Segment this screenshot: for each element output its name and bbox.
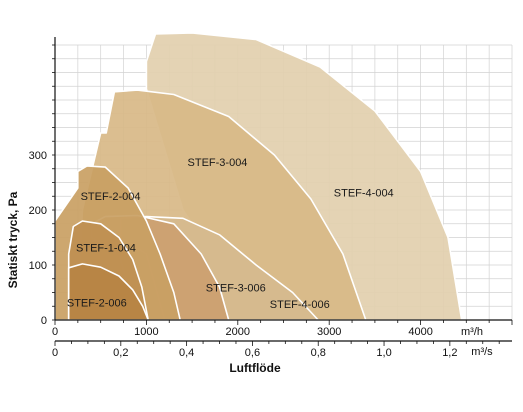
x-bottom-tick-label: 0,8 [311, 347, 326, 359]
region-label-stef-4-004: STEF-4-004 [334, 187, 394, 199]
x-unit-top: m³/h [461, 326, 483, 338]
y-tick-label: 300 [29, 150, 47, 162]
region-label-stef-4-006: STEF-4-006 [270, 299, 330, 311]
region-label-stef-2-006: STEF-2-006 [67, 297, 127, 309]
x-bottom-tick-label: 0,6 [245, 347, 260, 359]
region-label-stef-3-006: STEF-3-006 [206, 282, 266, 294]
x-bottom-tick-label: 1,2 [442, 347, 457, 359]
y-tick-label: 200 [29, 205, 47, 217]
region-label-stef-2-004: STEF-2-004 [81, 191, 141, 203]
x-top-tick-label: 3000 [317, 326, 341, 338]
region-label-stef-3-004: STEF-3-004 [188, 157, 248, 169]
region-label-stef-1-004: STEF-1-004 [76, 242, 136, 254]
x-axis-title: Luftflöde [229, 361, 281, 375]
y-tick-label: 0 [41, 315, 47, 327]
x-top-tick-label: 1000 [134, 326, 158, 338]
y-tick-label: 100 [29, 260, 47, 272]
x-bottom-tick-label: 1,0 [376, 347, 391, 359]
x-top-tick-label: 2000 [226, 326, 250, 338]
x-bottom-tick-label: 0,2 [113, 347, 128, 359]
x-unit-bottom: m³/s [471, 346, 493, 358]
x-top-tick-label: 4000 [408, 326, 432, 338]
x-bottom-tick-label: 0 [52, 347, 58, 359]
x-top-tick-label: 0 [52, 326, 58, 338]
x-bottom-tick-label: 0,4 [179, 347, 194, 359]
y-axis-title: Statiskt tryck, Pa [6, 191, 20, 288]
